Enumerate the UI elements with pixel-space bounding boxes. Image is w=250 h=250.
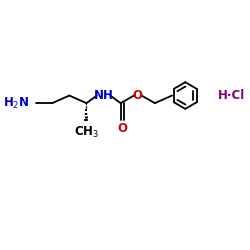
Text: O: O xyxy=(133,89,143,102)
Text: CH$_3$: CH$_3$ xyxy=(74,125,99,140)
Text: NH: NH xyxy=(94,89,114,102)
Text: H$_2$N: H$_2$N xyxy=(3,96,30,111)
Text: H·Cl: H·Cl xyxy=(218,89,245,102)
Text: O: O xyxy=(117,122,127,135)
